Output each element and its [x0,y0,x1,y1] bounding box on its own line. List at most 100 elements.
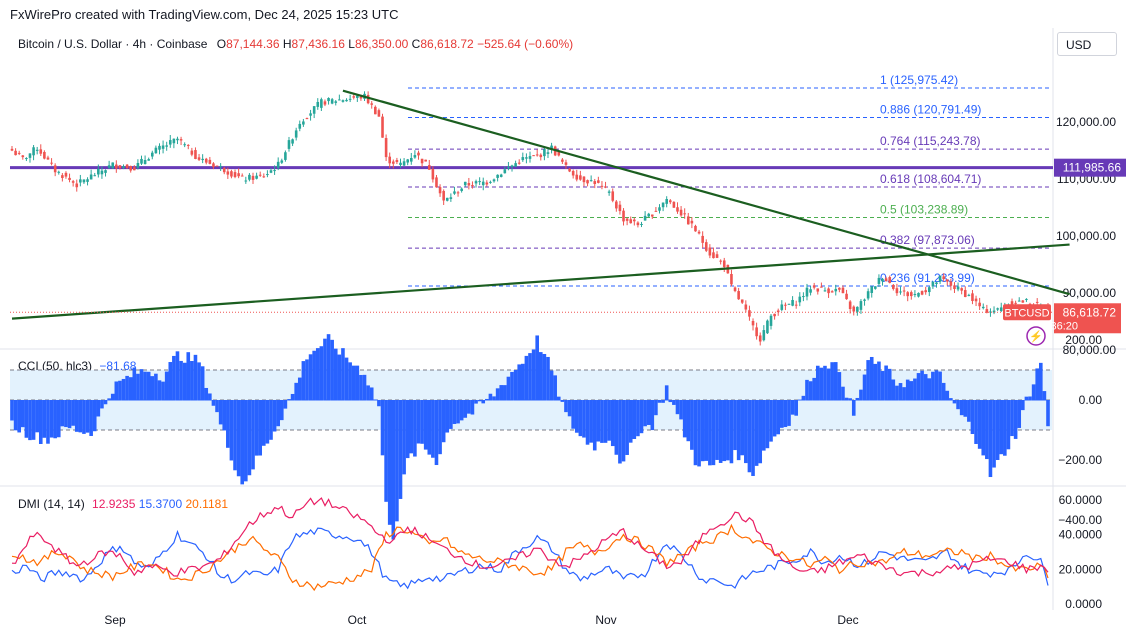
candle-body [316,101,320,107]
cci-bar [398,400,403,499]
candle-body [676,207,679,212]
cci-bar [654,400,658,416]
fib-level-label: 0.236 (91,233.99) [880,271,975,285]
candle-body [708,247,712,256]
cci-bar [1003,400,1007,456]
candle-body [546,152,550,154]
symbol-tag-bg [1003,304,1051,321]
candle-body [733,287,737,292]
candle-body [694,225,697,232]
candle-body [737,291,740,300]
candle-body [604,186,607,188]
cci-bar [92,400,97,432]
candle-body [489,181,492,183]
candle-body [528,156,532,159]
candle-body [435,177,438,188]
cci-bar [1006,400,1011,450]
candle-body [334,101,338,103]
low-label: L [348,37,355,51]
candle-body [186,144,190,146]
cci-bar [736,400,741,461]
cci-bar [114,381,119,401]
candle-body [1025,298,1028,300]
candle-body [820,286,823,288]
cci-bar [1013,400,1018,439]
candle-body [701,235,704,243]
dmi-plus-di-line [11,527,1049,590]
cci-bar [636,400,640,437]
dmi-legend: DMI (14, 14) 12.9235 15.3700 20.1181 [18,497,228,511]
cci-bar [28,400,32,441]
cci-bar [506,376,511,401]
candle-body [633,219,636,222]
cci-bar [740,400,745,456]
cci-bar [305,359,309,401]
candle-body [971,293,974,301]
cci-bar [287,399,291,401]
cci-bar [290,393,295,401]
cci-bar [492,396,496,401]
candle-body [125,164,129,169]
candle-body [1035,301,1039,303]
candle-body [600,185,604,187]
candle-body [989,311,992,313]
cci-bar [247,400,252,476]
candle-body [194,150,197,159]
candle-body [607,191,611,193]
dmi-minus-di-line [11,523,1049,592]
candle-body [830,291,834,293]
cci-bar [344,357,349,401]
candle-body [463,181,467,186]
candle-body [618,204,622,212]
price-axis-tick: 90,000.00 [1063,286,1117,300]
cci-bar [934,370,939,401]
cci-bar [524,355,529,401]
cci-bar [844,397,849,401]
cci-bar [618,400,622,464]
candle-body [978,302,981,307]
cci-bar [902,387,906,401]
candle-body [287,140,291,149]
candle-body [456,192,460,194]
cci-bar [815,365,820,401]
cci-bar [985,400,989,460]
cci-bar [326,334,331,401]
cci-bar [42,400,47,438]
symbol-title[interactable]: Bitcoin / U.S. Dollar · 4h · Coinbase [18,37,208,51]
candle-body [453,191,456,194]
cci-bar [233,400,237,471]
dmi-axis-tick: 60.0000 [1059,493,1103,507]
candle-body [46,157,50,160]
candle-body [769,315,773,326]
time-axis-tick: Nov [595,613,616,627]
candle-body [874,286,877,289]
candle-body [266,174,269,176]
candle-body [1010,301,1014,305]
candle-body [406,159,409,163]
cci-bar [236,400,241,477]
candle-body [150,152,154,157]
cci-bar [49,400,54,438]
candle-body [50,162,53,164]
cci-bar [1042,391,1047,401]
candle-body [165,145,168,147]
cci-bar [20,400,25,428]
dmi-title[interactable]: DMI (14, 14) [18,497,85,511]
candle-body [352,96,356,98]
candle-body [953,285,956,290]
level-tag-value: 111,985.66 [1063,161,1122,175]
cci-bar [780,400,784,428]
candle-body [374,106,377,115]
candle-body [507,166,510,169]
cci-bar [646,400,651,425]
cci-bar [668,400,673,403]
candle-body [43,151,46,159]
cci-bar [258,400,263,456]
candle-body [751,320,755,326]
candle-body [935,282,938,285]
cci-bar [186,352,191,401]
cci-bar [409,400,414,454]
currency-button[interactable]: USD [1057,32,1117,56]
